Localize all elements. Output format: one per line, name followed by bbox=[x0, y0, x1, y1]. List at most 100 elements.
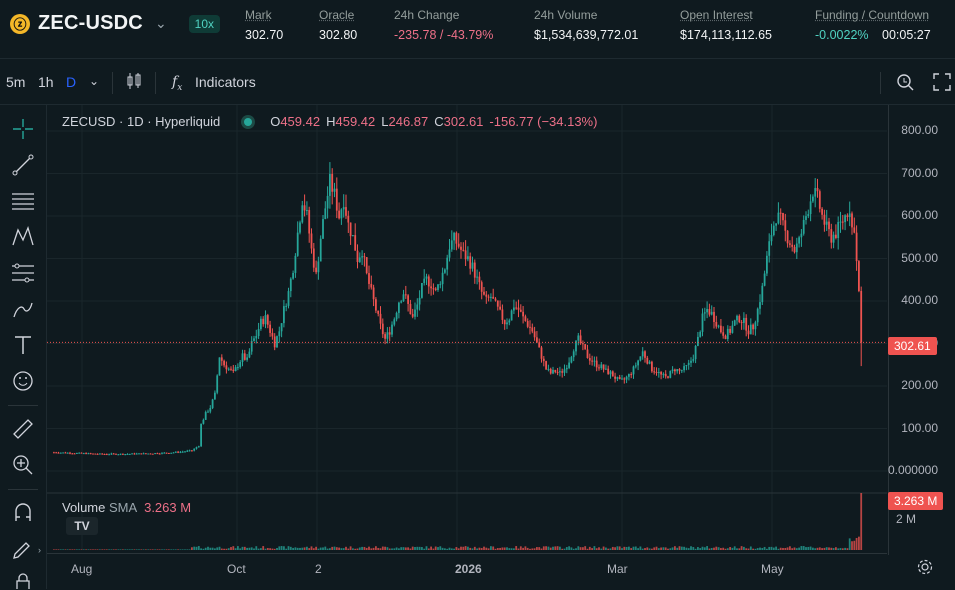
candle bbox=[324, 208, 327, 220]
volume-bar bbox=[513, 548, 515, 550]
candle bbox=[250, 341, 253, 352]
volume-bar bbox=[312, 548, 315, 550]
volume-bar bbox=[99, 549, 101, 550]
candle bbox=[763, 273, 766, 286]
pair-selector[interactable]: ⓩ ZEC-USDC ⌄ 10x bbox=[10, 12, 221, 35]
candle bbox=[289, 278, 292, 292]
volume-bar bbox=[363, 546, 366, 550]
divider bbox=[880, 72, 881, 94]
trend-line-icon[interactable] bbox=[11, 153, 35, 177]
candle bbox=[223, 360, 225, 366]
candle bbox=[812, 196, 814, 202]
volume-bar bbox=[759, 547, 761, 550]
volume-bar bbox=[529, 548, 531, 550]
candle bbox=[526, 320, 529, 327]
volume-bar bbox=[416, 546, 419, 550]
volume-bar bbox=[128, 549, 131, 550]
volume-bar bbox=[837, 548, 840, 550]
emoji-icon[interactable] bbox=[11, 369, 35, 393]
timeframe-1h[interactable]: 1h bbox=[38, 74, 54, 90]
candle bbox=[292, 272, 294, 279]
candle bbox=[326, 195, 329, 209]
lock-icon[interactable] bbox=[11, 573, 35, 589]
indicators-icon[interactable]: fx bbox=[172, 74, 183, 93]
volume-bar bbox=[814, 548, 817, 550]
candle bbox=[671, 369, 674, 372]
change-value: -156.77 (−34.13%) bbox=[489, 114, 598, 129]
candle bbox=[197, 446, 200, 448]
candle bbox=[448, 249, 451, 258]
fib-icon[interactable] bbox=[11, 261, 35, 285]
zoom-in-icon[interactable] bbox=[11, 453, 35, 477]
price-axis[interactable]: 800.00700.00600.00500.00400.00300.00200.… bbox=[888, 105, 955, 555]
volume-bar bbox=[756, 548, 759, 550]
volume-bar bbox=[722, 547, 725, 550]
volume-bar bbox=[699, 548, 702, 550]
volume-bar bbox=[177, 549, 179, 550]
candle bbox=[395, 312, 398, 320]
price-tick-label: 200.00 bbox=[901, 378, 938, 392]
brush-icon[interactable] bbox=[11, 297, 35, 321]
volume-bar bbox=[556, 546, 559, 550]
candle bbox=[471, 262, 474, 269]
candle bbox=[76, 452, 78, 454]
candle bbox=[246, 357, 248, 360]
indicators-button[interactable]: Indicators bbox=[195, 74, 256, 90]
tradingview-logo-icon[interactable]: TV bbox=[66, 517, 98, 535]
volume-bar bbox=[370, 548, 373, 550]
time-axis[interactable]: Aug Oct 2 2026 Mar May bbox=[47, 553, 887, 590]
stat-label[interactable]: Open Interest bbox=[680, 8, 753, 22]
stat-label[interactable]: Mark bbox=[245, 8, 272, 22]
candle bbox=[57, 452, 60, 454]
volume-bar bbox=[607, 548, 610, 550]
candle bbox=[575, 340, 577, 352]
volume-bar bbox=[271, 548, 274, 550]
volume-bar bbox=[269, 548, 271, 550]
timeframe-5m[interactable]: 5m bbox=[6, 74, 26, 90]
volume-bar bbox=[391, 548, 393, 550]
stat-label[interactable]: Funding / Countdown bbox=[815, 8, 930, 22]
tool-chevron-icon[interactable]: › bbox=[38, 545, 41, 555]
volume-bar bbox=[358, 547, 361, 550]
timeframe-d[interactable]: D bbox=[66, 74, 77, 90]
stat-label[interactable]: Oracle bbox=[319, 8, 355, 22]
candle bbox=[676, 369, 679, 372]
price-chart[interactable] bbox=[47, 105, 887, 550]
volume-bar bbox=[462, 546, 465, 550]
candle bbox=[823, 214, 826, 225]
volume-bar bbox=[485, 547, 488, 550]
volume-bar bbox=[839, 548, 842, 550]
candle bbox=[710, 311, 713, 315]
ruler-icon[interactable] bbox=[11, 417, 35, 441]
candle bbox=[552, 369, 554, 374]
volume-bar bbox=[701, 546, 704, 550]
volume-bar bbox=[542, 546, 545, 550]
timeframe-chevron-icon[interactable]: ⌄ bbox=[89, 74, 100, 88]
pencil-lock-icon[interactable] bbox=[11, 537, 35, 561]
leverage-badge[interactable]: 10x bbox=[188, 14, 221, 33]
settings-gear-icon[interactable] bbox=[917, 559, 933, 575]
candle-type-icon[interactable] bbox=[126, 72, 142, 90]
candle bbox=[331, 173, 334, 192]
fullscreen-icon[interactable] bbox=[933, 73, 951, 91]
volume-bar bbox=[496, 548, 499, 550]
pattern-icon[interactable] bbox=[11, 225, 35, 249]
chevron-down-icon[interactable]: ⌄ bbox=[154, 15, 167, 31]
volume-bar bbox=[715, 546, 718, 550]
candle bbox=[269, 324, 271, 333]
candle bbox=[798, 237, 800, 244]
volume-bar bbox=[191, 547, 193, 550]
magnet-icon[interactable] bbox=[11, 501, 35, 525]
screenshot-icon[interactable] bbox=[895, 72, 915, 92]
volume-bar bbox=[246, 547, 248, 550]
volume-bar bbox=[53, 549, 55, 550]
candle bbox=[142, 453, 145, 455]
text-icon[interactable] bbox=[11, 333, 35, 357]
price-tick-label: 600.00 bbox=[901, 208, 938, 222]
candle bbox=[513, 307, 515, 311]
crosshair-icon[interactable] bbox=[11, 117, 35, 141]
last-price-badge: 302.61 bbox=[888, 337, 937, 355]
horizontal-lines-icon[interactable] bbox=[11, 189, 35, 213]
volume-bar bbox=[740, 546, 743, 550]
candle bbox=[299, 222, 301, 233]
